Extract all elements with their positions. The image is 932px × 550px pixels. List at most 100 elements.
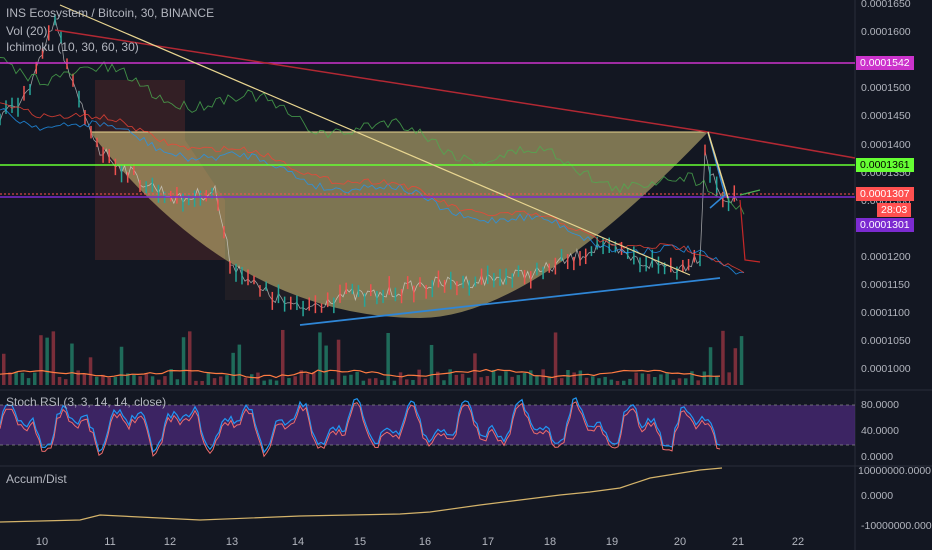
price-axis-label: 0.0001600 (861, 26, 911, 39)
volume-bar (200, 380, 204, 385)
volume-bar (82, 374, 87, 385)
volume-bar (529, 370, 533, 385)
volume-bar (591, 376, 595, 385)
ichimoku-base-line (0, 102, 745, 274)
volume-bar (677, 378, 682, 385)
volume-bar (175, 379, 180, 385)
volume-bar (33, 372, 37, 385)
time-axis-label: 14 (291, 536, 305, 548)
price-axis-label: 0.0001450 (861, 110, 911, 123)
volume-bar (578, 370, 583, 385)
volume-bar (653, 377, 657, 385)
volume-bar (405, 379, 409, 385)
price-axis-label: 0.0001200 (861, 250, 911, 263)
volume-bar (2, 353, 6, 385)
volume-bar (318, 332, 322, 385)
ascending-support-line (299, 277, 721, 326)
volume-bar (113, 377, 118, 385)
volume-bar (101, 374, 105, 385)
volume-bar (262, 380, 266, 385)
time-axis-label: 15 (353, 536, 367, 548)
volume-bar (361, 380, 366, 385)
symbol-legend[interactable]: INS Ecosystem / Bitcoin, 30, BINANCE (6, 6, 215, 20)
volume-bar (281, 329, 285, 385)
volume-bar (603, 376, 607, 385)
volume-bar (696, 380, 700, 385)
volume-bar (739, 336, 744, 385)
accum-dist-line (0, 467, 723, 523)
price-axis-label: 0.0001050 (861, 335, 911, 348)
time-axis-label: 20 (673, 536, 687, 548)
volume-bar (467, 377, 471, 385)
time-axis-label: 11 (104, 536, 116, 548)
volume-bar (256, 372, 260, 385)
volume-bar (634, 372, 638, 385)
stoch-axis-label: 80.0000 (861, 399, 899, 411)
price-axis-label: 0.0001400 (861, 138, 911, 151)
volume-bar (243, 377, 248, 385)
volume-bar (70, 343, 74, 385)
projection-line (739, 189, 761, 196)
volume-bar (219, 376, 223, 385)
volume-bar (64, 379, 68, 385)
volume-bar (169, 369, 173, 385)
volume-bar (76, 370, 80, 385)
time-axis-label: 21 (731, 536, 745, 548)
price-axis-label: 0.0001650 (861, 0, 911, 10)
descending-resistance-extension (707, 131, 856, 159)
volume-bar (14, 371, 18, 385)
price-axis-label: 0.0001100 (861, 307, 910, 320)
volume-bar (293, 376, 297, 385)
volume-bar (343, 375, 347, 385)
volume-bar (640, 373, 645, 385)
volume-bar (150, 376, 155, 385)
volume-bar (417, 369, 421, 385)
volume-legend[interactable]: Vol (20) (6, 24, 48, 38)
volume-bar (615, 380, 620, 385)
stoch-rsi-legend[interactable]: Stoch RSI (3, 3, 14, 14, close) (6, 395, 167, 409)
projection-line (739, 199, 761, 263)
volume-bar (225, 375, 229, 385)
time-axis-label: 19 (605, 536, 619, 548)
price-axis-label: 0.0001150 (861, 279, 910, 291)
volume-bar (560, 378, 564, 385)
volume-bar (473, 353, 477, 385)
volume-bar (45, 337, 49, 385)
volume-bar (144, 373, 149, 385)
accum-axis-label: 0.0000 (861, 490, 894, 502)
volume-bar (504, 371, 508, 385)
volume-bar (392, 380, 397, 385)
price-tag: 0.0001361 (856, 158, 914, 172)
descending-resistance-line (54, 29, 709, 133)
volume-bar (57, 376, 62, 385)
time-axis-label: 16 (418, 536, 432, 548)
volume-bar (522, 373, 527, 385)
volume-bar (572, 372, 576, 385)
volume-bar (609, 379, 614, 385)
accum-dist-legend[interactable]: Accum/Dist (6, 472, 67, 486)
volume-bar (429, 344, 434, 385)
time-axis-label: 17 (481, 536, 495, 548)
volume-bar (188, 331, 192, 385)
ichimoku-legend[interactable]: Ichimoku (10, 30, 60, 30) (6, 40, 139, 54)
volume-bar (597, 378, 601, 385)
volume-bar (702, 371, 707, 385)
volume-bar (355, 371, 359, 385)
time-axis-label: 22 (791, 536, 805, 548)
volume-bar (336, 339, 341, 385)
volume-bar (684, 378, 688, 385)
volume-bar (206, 372, 211, 385)
volume-bar (535, 375, 539, 385)
stoch-axis-label: 40.0000 (861, 425, 899, 437)
handle-pattern-edge (707, 131, 729, 199)
volume-bar (287, 378, 291, 385)
price-series (0, 18, 738, 311)
volume-bar (299, 370, 304, 385)
volume-bar (107, 377, 111, 385)
ichimoku-lagging-span (0, 57, 745, 215)
volume-bar (547, 376, 552, 385)
volume-bar (181, 337, 186, 385)
volume-bar (541, 369, 545, 385)
